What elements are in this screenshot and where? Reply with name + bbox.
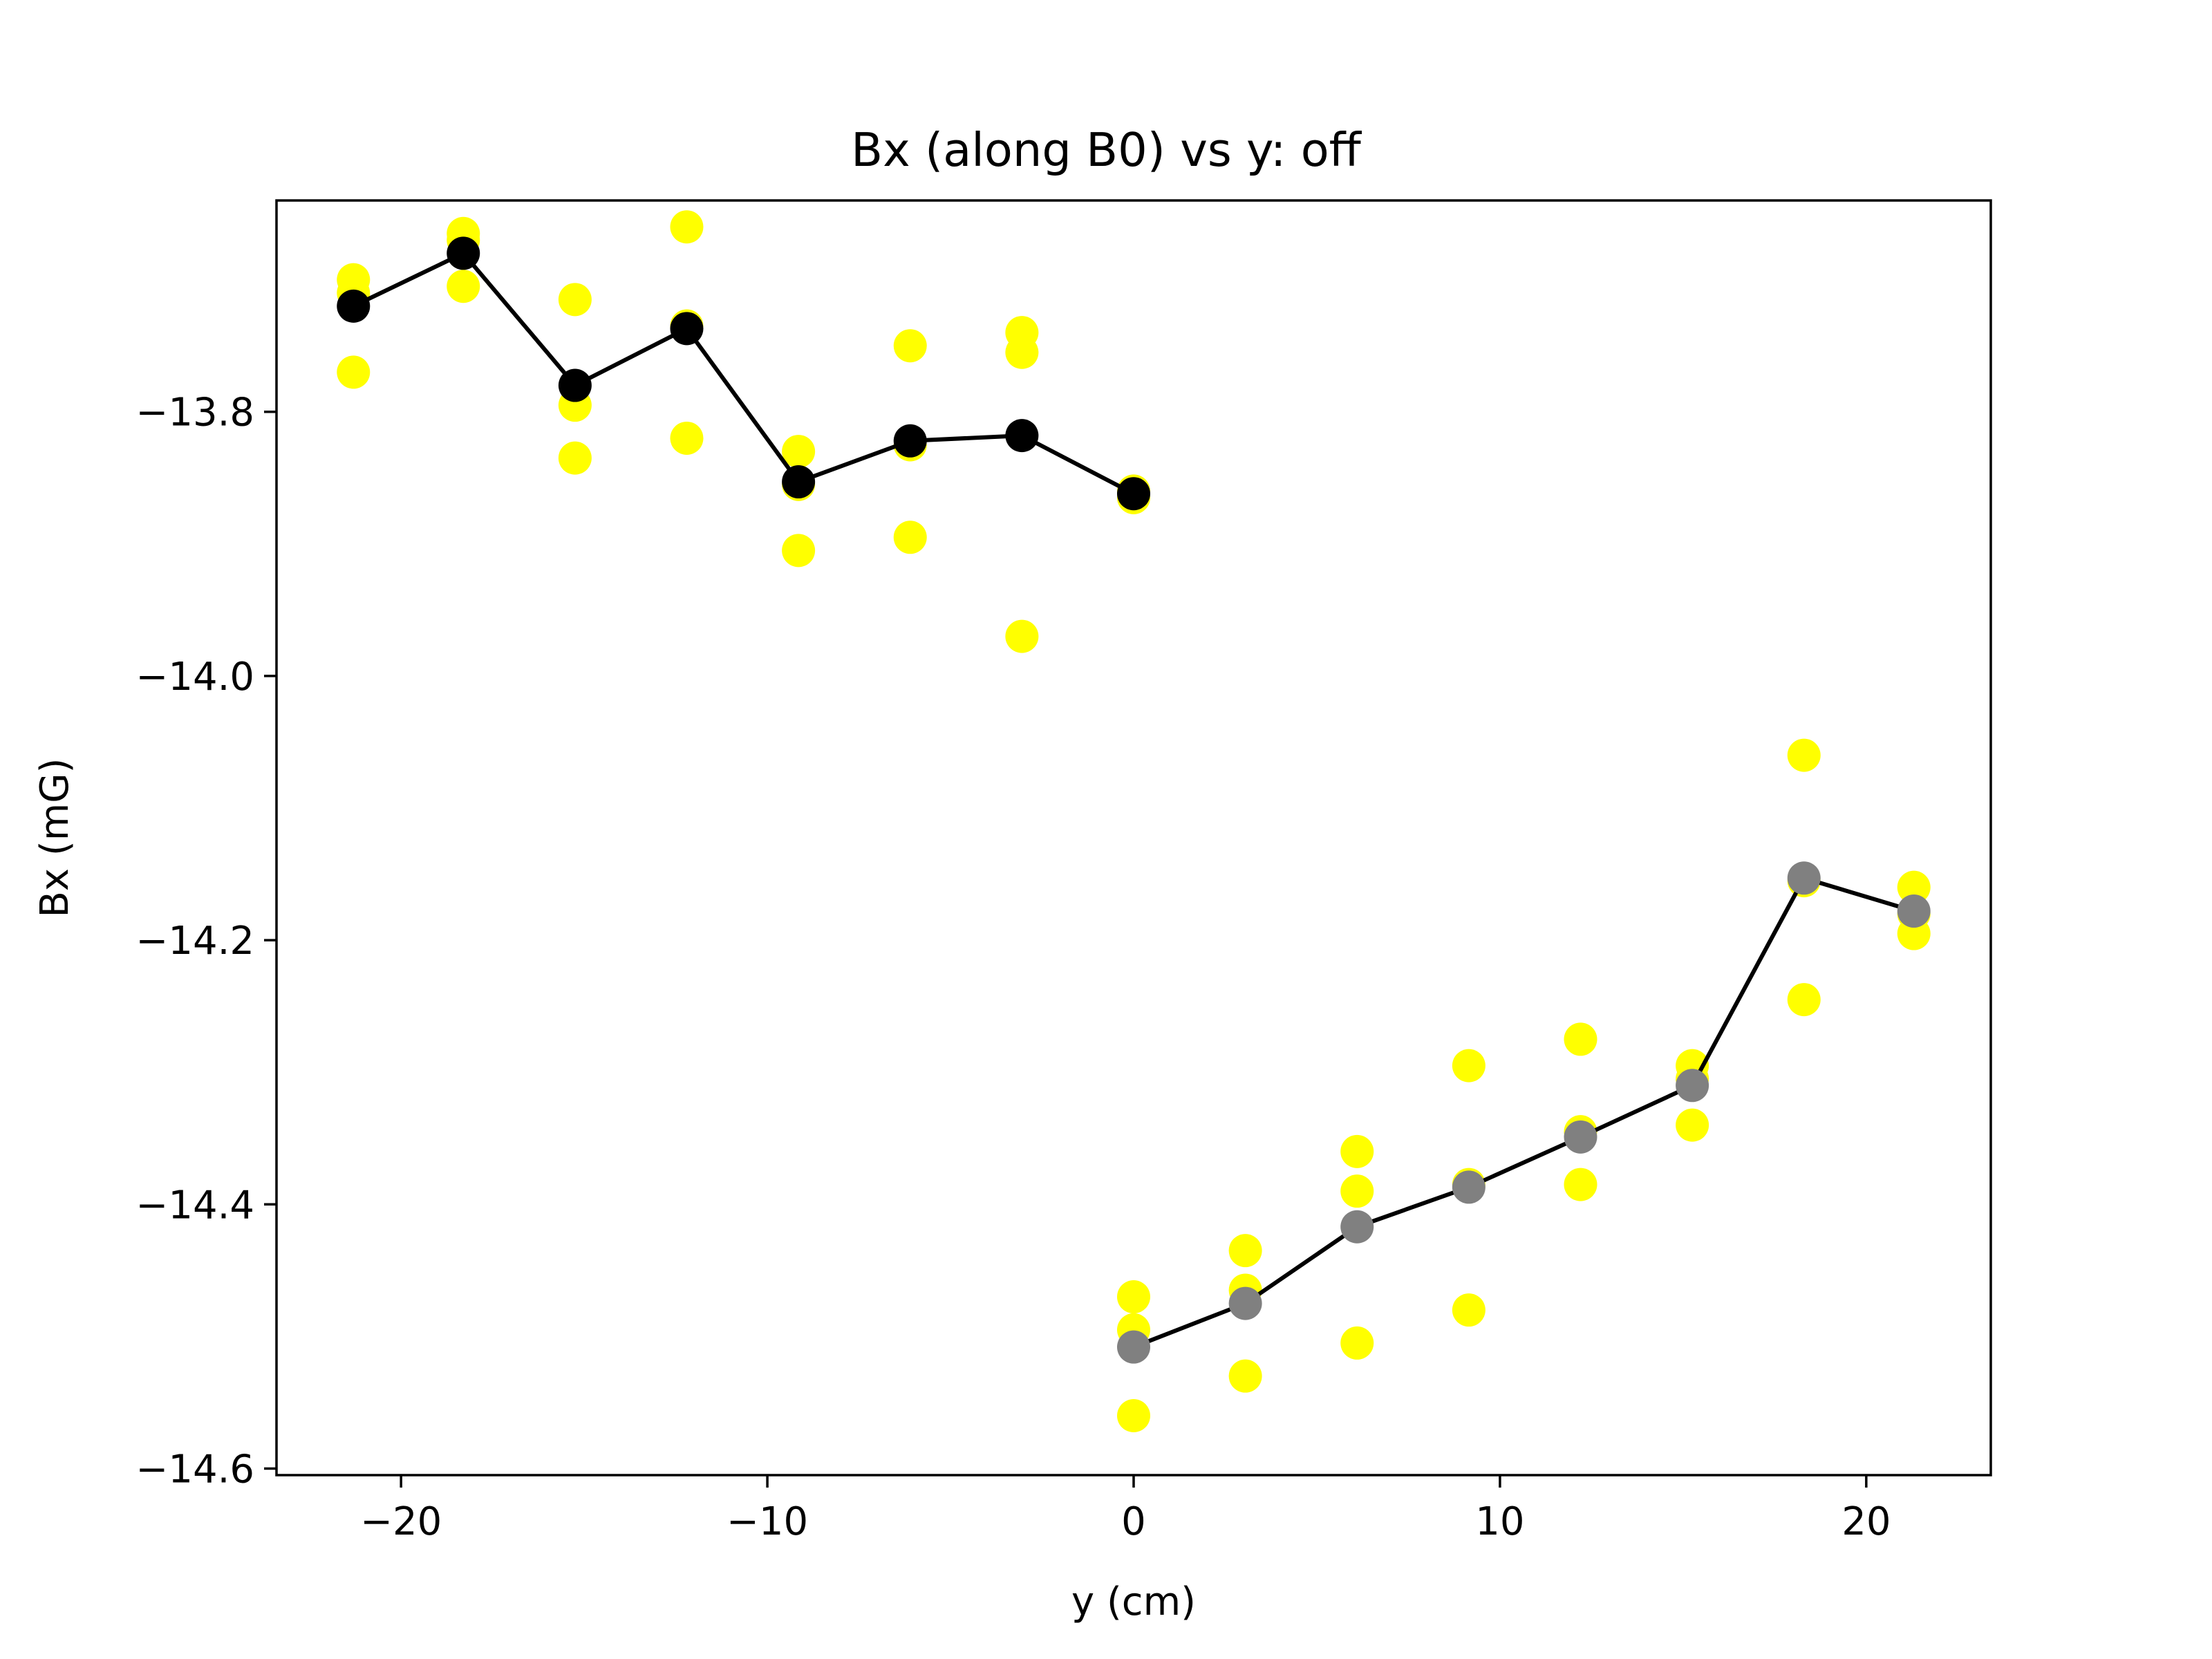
x-tick-label: 10 [1475,1499,1524,1544]
yellow-data-point [782,534,816,568]
series-1-marker [670,312,704,346]
x-tick-label: 0 [1121,1499,1146,1544]
series-1-marker [447,236,480,270]
series-1-marker [893,424,927,458]
series-2-marker [1117,1330,1150,1364]
yellow-data-point [1787,738,1821,772]
yellow-data-point [670,421,704,455]
series-1-marker [558,368,592,402]
series-1-marker [1005,419,1039,453]
yellow-data-point [337,355,371,389]
x-tick-label: −10 [727,1499,808,1544]
yellow-data-point [558,283,592,317]
yellow-data-point [1228,1359,1262,1393]
yellow-data-point [558,441,592,475]
x-axis-label: y (cm) [1071,1580,1196,1624]
axis-ticks: −20 −10 0 10 20 −14.6 −14.4 −14.2 −14.0 −13.8 [135,391,1891,1544]
yellow-data-point [670,210,704,244]
yellow-data-point [782,435,816,469]
yellow-data-point [447,270,480,303]
yellow-data-point [1676,1108,1709,1142]
series-1-line [352,251,1135,496]
yellow-data-point [1340,1326,1374,1360]
yellow-data-point [1340,1174,1374,1208]
yellow-data-point [1228,1234,1262,1268]
series-2-marker [1897,894,1931,928]
y-tick-label: −14.0 [135,655,254,700]
series-2-marker [1787,861,1821,895]
y-tick-label: −14.4 [135,1183,254,1228]
yellow-data-point [1897,870,1931,904]
yellow-data-point [1117,1280,1150,1314]
yellow-data-point [1787,983,1821,1017]
yellow-data-point [1005,619,1039,653]
y-tick-label: −13.8 [135,391,254,435]
series-1-marker [782,465,816,499]
yellow-data-point [1564,1022,1597,1056]
x-tick-label: −20 [360,1499,442,1544]
y-tick-label: −14.6 [135,1447,254,1492]
series-2-marker [1564,1120,1597,1154]
yellow-data-point [893,521,927,554]
chart-title: Bx (along B0) vs y: off [851,123,1362,177]
yellow-data-point [893,329,927,363]
series-2-marker [1340,1210,1374,1244]
x-tick-label: 20 [1841,1499,1891,1544]
series-1-marker [1117,477,1150,511]
yellow-data-point [1564,1168,1597,1201]
yellow-data-point [1117,1399,1150,1433]
series-2-marker [1452,1170,1485,1204]
y-tick-label: −14.2 [135,919,254,964]
yellow-data-point [1452,1293,1485,1327]
yellow-data-point [1340,1134,1374,1168]
yellow-data-point [1452,1049,1485,1082]
series-2-line [1132,876,1915,1349]
plot-area [337,210,1931,1433]
series-1-marker [337,289,371,323]
series-2-marker [1228,1286,1262,1320]
y-axis-label: Bx (mG) [32,758,77,918]
series-2-marker [1676,1069,1709,1103]
yellow-data-point [1005,335,1039,369]
